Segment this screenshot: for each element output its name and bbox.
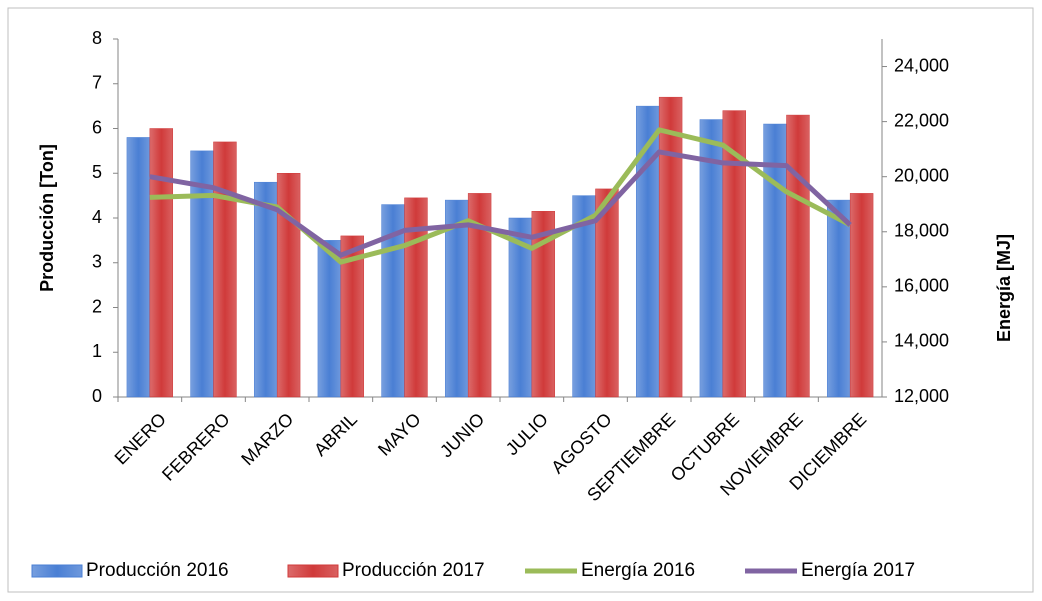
legend-label: Energía 2017 (801, 560, 915, 581)
y-tick-label: 6 (92, 117, 102, 137)
y-tick-label: 1 (92, 341, 102, 361)
legend-swatch (287, 564, 339, 578)
y2-axis-title: Energía [MJ] (994, 234, 1014, 342)
legend-label: Energía 2016 (581, 560, 695, 581)
legend-label: Producción 2016 (86, 560, 229, 581)
y2-tick-label: 24,000 (894, 55, 949, 75)
y-axis-title: Producción [Ton] (37, 144, 57, 292)
line (149, 149, 852, 258)
bar (595, 188, 619, 398)
y2-tick-label: 22,000 (894, 110, 949, 130)
bar (826, 199, 851, 398)
y2-tick-label: 16,000 (894, 276, 949, 296)
bar (149, 128, 174, 398)
bar (276, 173, 301, 398)
y2-tick-label: 18,000 (894, 221, 949, 241)
y2-tick-label: 20,000 (894, 165, 949, 185)
y-tick-label: 3 (92, 252, 102, 272)
y-tick-label: 0 (92, 386, 102, 406)
y-tick-label: 8 (92, 28, 102, 48)
legend-swatch (31, 564, 83, 578)
bar (849, 193, 874, 398)
bar (404, 197, 428, 398)
bar (658, 96, 683, 398)
bar (213, 141, 237, 398)
y-tick-label: 7 (92, 73, 102, 93)
bar (467, 193, 492, 398)
bar (340, 235, 365, 398)
y-tick-label: 2 (92, 296, 102, 316)
bar (531, 211, 556, 398)
bar (317, 240, 342, 398)
y-tick-label: 5 (92, 162, 102, 182)
bar (253, 181, 278, 398)
y2-tick-label: 14,000 (894, 331, 949, 351)
legend-label: Producción 2017 (342, 560, 485, 581)
bar (786, 114, 810, 398)
bar (635, 105, 660, 398)
bar (722, 110, 747, 398)
y2-tick-label: 12,000 (894, 386, 949, 406)
y-tick-label: 4 (92, 207, 102, 227)
bar (126, 137, 151, 398)
